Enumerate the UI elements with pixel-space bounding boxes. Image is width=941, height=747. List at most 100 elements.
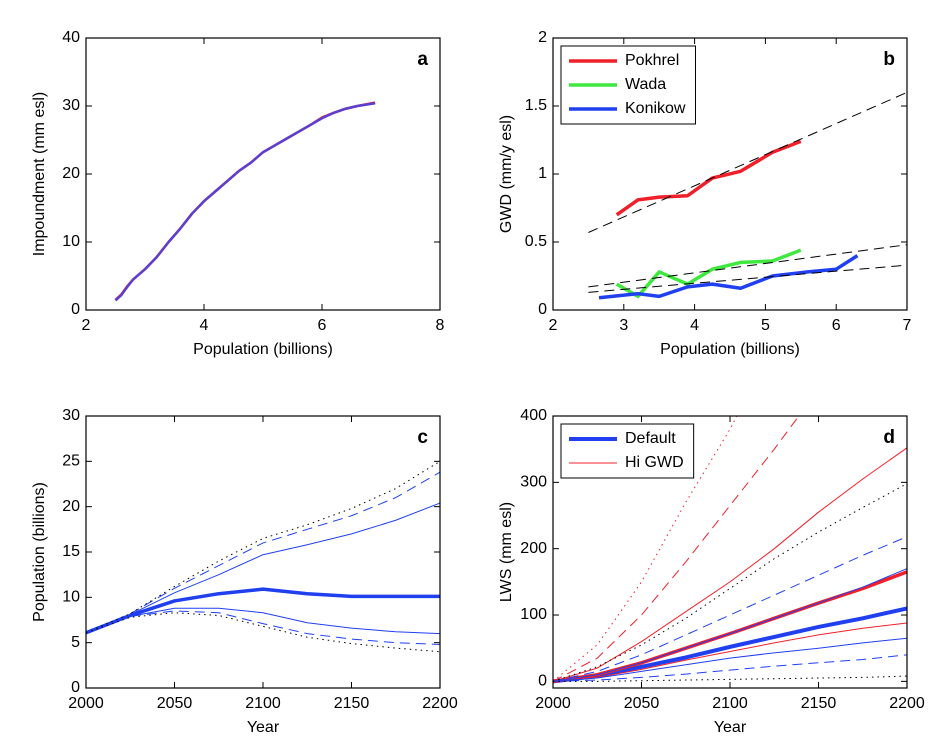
y-tick-label: 1 xyxy=(538,165,547,182)
plot-area xyxy=(553,416,907,684)
x-tick-label: 5 xyxy=(761,317,770,334)
y-tick-label: 0 xyxy=(538,673,547,690)
legend-box xyxy=(560,423,695,479)
series-line xyxy=(553,416,800,682)
x-tick-label: 4 xyxy=(690,317,699,334)
series-line xyxy=(86,502,440,634)
x-tick-label: 2 xyxy=(82,317,91,334)
y-tick-label: 1.5 xyxy=(525,97,547,114)
panel: 2000 2050 2100 2150 2200 0 5 10 15 20 25 30 Year Popu… xyxy=(31,407,458,736)
panel-letter: d xyxy=(883,427,895,448)
x-tick-label: 2050 xyxy=(157,695,193,712)
plot-area xyxy=(114,101,376,302)
series-line xyxy=(588,244,907,288)
y-tick-label: 0 xyxy=(71,679,80,696)
y-axis-label: GWD (mm/y esl) xyxy=(498,115,515,233)
series-line xyxy=(553,447,907,682)
series-line xyxy=(553,675,907,682)
x-tick-label: 2200 xyxy=(422,695,458,712)
series-line xyxy=(553,570,907,684)
series-line xyxy=(615,248,802,299)
series-line xyxy=(114,102,376,302)
y-tick-label: 200 xyxy=(520,540,547,557)
panel-letter: a xyxy=(417,49,428,70)
series-line xyxy=(588,91,907,233)
y-tick-label: 2 xyxy=(538,29,547,46)
x-tick-label: 4 xyxy=(200,317,209,334)
axes-box xyxy=(552,415,908,689)
y-tick-label: 0 xyxy=(71,301,80,318)
series-line xyxy=(86,607,440,635)
y-tick-label: 30 xyxy=(62,97,80,114)
series-line xyxy=(553,568,907,682)
legend: Pokhrel Wada Konikow xyxy=(560,45,696,125)
x-tick-label: 2 xyxy=(549,317,558,334)
legend: Default Hi GWD xyxy=(560,423,695,479)
series-line xyxy=(86,587,440,635)
x-tick-label: 2100 xyxy=(245,695,281,712)
y-tick-label: 20 xyxy=(62,498,80,515)
x-tick-label: 2000 xyxy=(535,695,571,712)
x-tick-label: 6 xyxy=(832,317,841,334)
series-line xyxy=(588,264,907,293)
x-tick-label: 7 xyxy=(903,317,912,334)
y-tick-label: 0.5 xyxy=(525,233,547,250)
y-tick-label: 100 xyxy=(520,606,547,623)
y-axis-label: LWS (mm esl) xyxy=(498,502,515,602)
y-tick-label: 10 xyxy=(62,233,80,250)
series-line xyxy=(553,606,907,684)
legend-label: Hi GWD xyxy=(625,454,684,471)
y-tick-label: 5 xyxy=(71,634,80,651)
y-tick-label: 20 xyxy=(62,165,80,182)
plot-area xyxy=(86,460,440,653)
series-line xyxy=(86,610,440,645)
x-tick-label: 2000 xyxy=(68,695,104,712)
y-tick-label: 300 xyxy=(520,474,547,491)
legend-label: Pokhrel xyxy=(625,52,679,69)
legend-label: Konikow xyxy=(625,100,686,117)
x-tick-label: 2150 xyxy=(801,695,837,712)
panel-letter: b xyxy=(883,49,895,70)
x-tick-label: 8 xyxy=(436,317,445,334)
panel-letter: c xyxy=(417,427,428,448)
x-axis-label: Population (billions) xyxy=(193,341,333,358)
y-tick-label: 0 xyxy=(538,301,547,318)
y-axis-label: Impoundment (mm esl) xyxy=(31,92,48,257)
x-tick-label: 2150 xyxy=(334,695,370,712)
legend-label: Wada xyxy=(625,76,666,93)
series-line xyxy=(114,101,376,301)
axes-box xyxy=(85,37,441,311)
series-line xyxy=(553,622,907,682)
y-axis-label: Population (billions) xyxy=(31,482,48,622)
series-line xyxy=(86,471,440,634)
panel: 2 4 6 8 0 10 20 30 40 Population (billions) Impoun… xyxy=(31,29,444,358)
x-tick-label: 2200 xyxy=(889,695,925,712)
y-tick-label: 400 xyxy=(520,407,547,424)
series-line xyxy=(86,460,440,634)
y-tick-label: 15 xyxy=(62,543,80,560)
series-line xyxy=(615,139,802,217)
panel: 2000 2050 2100 2150 2200 0 100 200 300 400 Year LWS… xyxy=(498,407,925,736)
series-line xyxy=(553,416,738,682)
legend-label: Default xyxy=(625,430,676,447)
y-tick-label: 25 xyxy=(62,453,80,470)
axes-box xyxy=(552,37,908,311)
series-line xyxy=(86,612,440,653)
y-tick-label: 40 xyxy=(62,29,80,46)
series-line xyxy=(553,536,907,682)
x-tick-label: 6 xyxy=(318,317,327,334)
x-axis-label: Year xyxy=(247,719,280,736)
plot-area xyxy=(588,91,907,300)
series-line xyxy=(598,254,859,300)
x-tick-label: 2100 xyxy=(712,695,748,712)
axes-box xyxy=(85,415,441,689)
series-line xyxy=(553,654,907,682)
panel: 2 3 4 5 6 7 0 0.5 1 1.5 2 Population (billions) GWD … xyxy=(498,29,911,358)
y-tick-label: 10 xyxy=(62,589,80,606)
x-tick-label: 2050 xyxy=(624,695,660,712)
series-line xyxy=(553,637,907,682)
x-axis-label: Population (billions) xyxy=(660,341,800,358)
y-tick-label: 30 xyxy=(62,407,80,424)
x-axis-label: Year xyxy=(714,719,747,736)
